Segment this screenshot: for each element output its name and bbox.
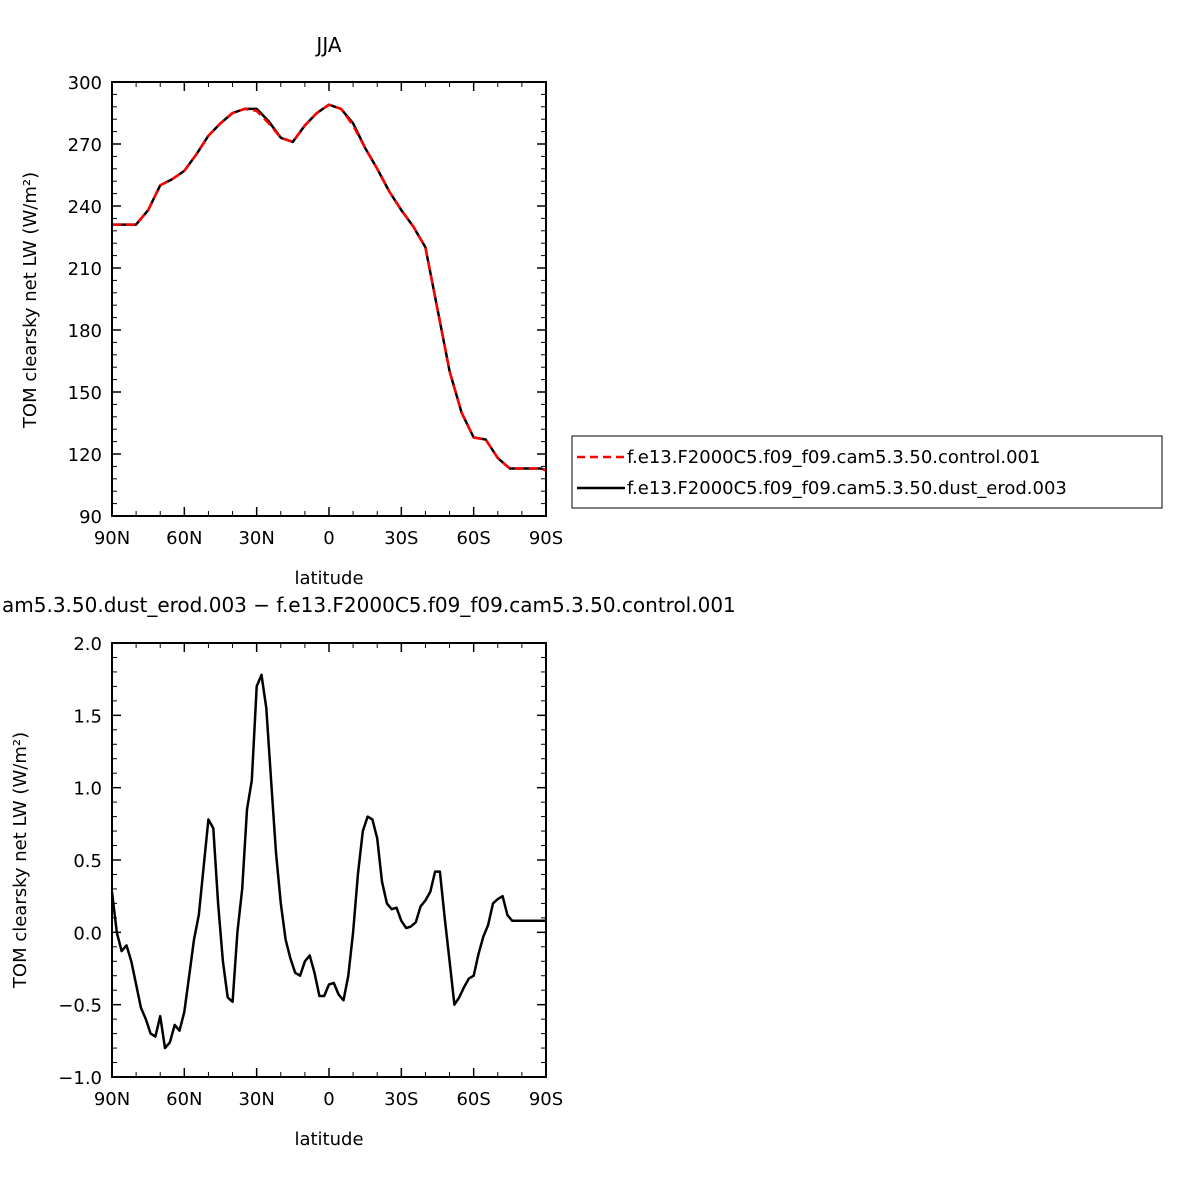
- bottom-panel-y-tick-label: 1.0: [73, 779, 102, 800]
- top-panel-title: JJA: [314, 33, 341, 57]
- top-panel-y-tick-label: 210: [68, 259, 102, 280]
- top-panel-x-tick-label: 30S: [384, 528, 418, 549]
- bottom-panel-title: am5.3.50.dust_erod.003 − f.e13.F2000C5.f…: [2, 593, 736, 617]
- top-panel-y-label: TOM clearsky net LW (W/m²): [20, 172, 41, 429]
- top-panel-y-tick-label: 120: [68, 445, 102, 466]
- top-panel-x-tick-label: 90N: [94, 528, 130, 549]
- bottom-panel-plot-frame: [111, 642, 547, 1078]
- top-panel-y-tick-label: 180: [68, 321, 102, 342]
- bottom-panel-x-tick-label: 90N: [94, 1089, 130, 1110]
- legend-box: [571, 435, 1163, 509]
- legend: f.e13.F2000C5.f09_f09.cam5.3.50.control.…: [571, 435, 1163, 509]
- top-panel-y-tick-label: 300: [68, 73, 102, 94]
- top-panel-x-tick-label: 60N: [166, 528, 202, 549]
- bottom-panel: am5.3.50.dust_erod.003 − f.e13.F2000C5.f…: [2, 593, 736, 1150]
- bottom-panel-x-tick-label: 30S: [384, 1089, 418, 1110]
- top-panel-plot-frame: [111, 81, 547, 517]
- bottom-panel-y-tick-label: 0.0: [73, 923, 102, 944]
- bottom-panel-x-tick-label: 30N: [238, 1089, 274, 1110]
- top-panel-y-tick-label: 240: [68, 197, 102, 218]
- legend-label-control: f.e13.F2000C5.f09_f09.cam5.3.50.control.…: [627, 447, 1040, 468]
- bottom-panel-x-label: latitude: [294, 1129, 363, 1150]
- top-panel-series-line-0: [112, 103, 547, 472]
- top-panel-x-tick-label: 90S: [529, 528, 563, 549]
- bottom-panel-x-tick-label: 60N: [166, 1089, 202, 1110]
- top-panel-x-tick-label: 60S: [456, 528, 490, 549]
- top-panel: JJA TOM clearsky net LW (W/m²) latitude …: [20, 33, 1163, 589]
- top-panel-y-tick-label: 270: [68, 135, 102, 156]
- top-panel-y-tick-label: 90: [79, 507, 102, 528]
- bottom-panel-y-tick-label: 1.5: [73, 706, 102, 727]
- bottom-panel-y-tick-label: −0.5: [58, 996, 102, 1017]
- bottom-panel-series-line-0: [110, 673, 546, 1050]
- top-panel-series-line-1: [112, 103, 547, 472]
- bottom-panel-y-tick-label: 2.0: [73, 634, 102, 655]
- top-panel-x-tick-label: 30N: [238, 528, 274, 549]
- bottom-panel-x-tick-label: 60S: [456, 1089, 490, 1110]
- top-panel-x-label: latitude: [294, 568, 363, 589]
- bottom-panel-y-tick-label: 0.5: [73, 851, 102, 872]
- bottom-panel-x-tick-label: 90S: [529, 1089, 563, 1110]
- legend-label-dust-erod: f.e13.F2000C5.f09_f09.cam5.3.50.dust_ero…: [627, 478, 1067, 499]
- top-panel-x-tick-label: 0: [323, 528, 334, 549]
- top-panel-y-tick-label: 150: [68, 383, 102, 404]
- bottom-panel-y-label: TOM clearsky net LW (W/m²): [10, 732, 31, 989]
- bottom-panel-x-tick-label: 0: [323, 1089, 334, 1110]
- bottom-panel-y-tick-label: −1.0: [58, 1068, 102, 1089]
